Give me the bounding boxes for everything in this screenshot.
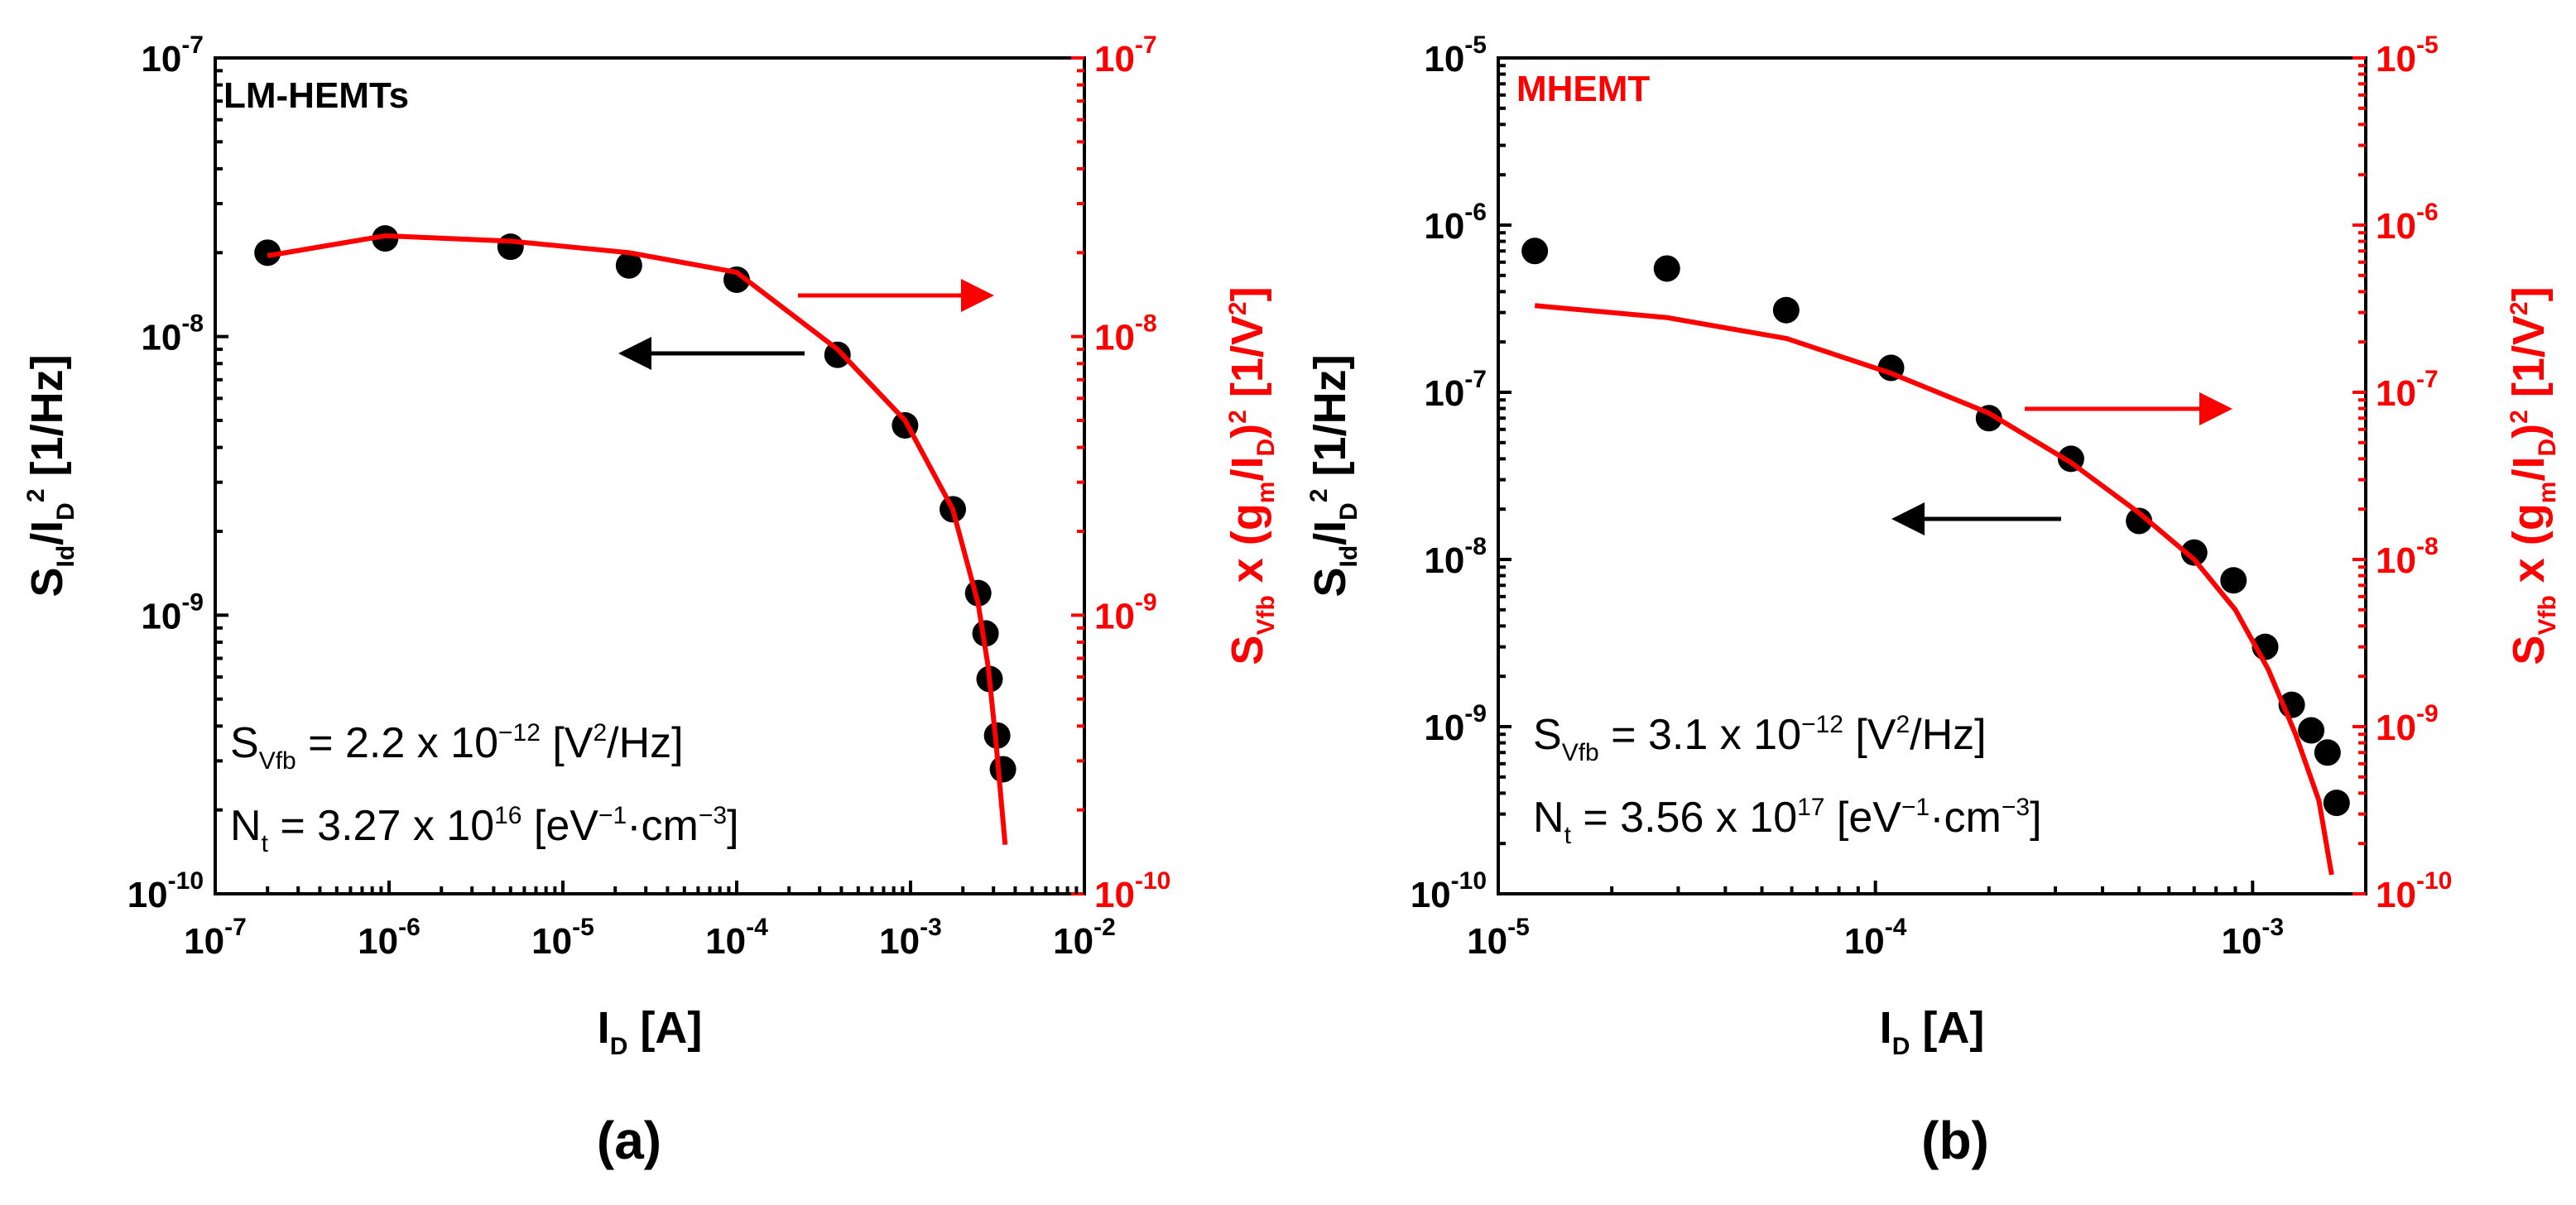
fit-line: [267, 233, 1008, 845]
y-axis-label-left: SId/ID2 [1/Hz]: [22, 354, 79, 597]
x-tick-label: 10-7: [184, 914, 247, 962]
plot-frame: [214, 56, 1086, 895]
plot-frame: [1497, 56, 2367, 895]
data-point: [2220, 567, 2247, 594]
x-tick-label: 10-3: [879, 914, 942, 962]
panel-caption: (b): [1921, 1111, 1989, 1170]
y-axis-label-right: SVfb x (gm/ID)2 [1/V2]: [1223, 286, 1280, 665]
x-tick-label: 10-4: [1844, 914, 1907, 962]
y-tick-label-right: 10-9: [1094, 588, 1157, 636]
y-tick-label-right: 10-10: [1094, 867, 1170, 915]
y-tick-label-left: 10-9: [1424, 700, 1487, 748]
nt-annotation: Nt = 3.56 x 1017 [eV−1·cm−3]: [1533, 794, 2042, 849]
panel-label: LM-HEMTs: [223, 75, 409, 116]
data-point: [989, 756, 1016, 783]
y-axis-label-left: SId/ID2 [1/Hz]: [1305, 354, 1362, 597]
x-tick-label: 10-2: [1053, 914, 1116, 962]
y-tick-label-right: 10-9: [2376, 700, 2439, 748]
data-point: [2323, 790, 2350, 817]
data-point: [824, 341, 851, 368]
data-point: [615, 252, 642, 279]
y-tick-label-right: 10-8: [1094, 310, 1157, 358]
y-tick-label-left: 10-9: [141, 588, 204, 636]
y-tick-label-left: 10-5: [1424, 31, 1487, 79]
y-tick-label-left: 10-10: [127, 867, 204, 915]
data-point: [1772, 296, 1800, 324]
panel-label: MHEMT: [1516, 69, 1650, 109]
y-tick-label-right: 10-7: [2376, 366, 2439, 414]
fit-line: [1534, 303, 2334, 876]
data-point: [254, 239, 281, 266]
y-tick-label-right: 10-5: [2376, 31, 2439, 79]
data-point: [2180, 539, 2208, 566]
data-point: [2314, 739, 2341, 766]
x-axis-label: ID [A]: [1880, 1003, 1985, 1060]
x-tick-label: 10-5: [531, 914, 594, 962]
y-tick-label-left: 10-6: [1424, 199, 1487, 247]
data-point: [2298, 717, 2325, 744]
y-tick-label-right: 10-6: [2376, 199, 2439, 247]
x-tick-label: 10-4: [705, 914, 768, 962]
data-point: [1521, 238, 1549, 265]
svfb-annotation: SVfb = 3.1 x 10−12 [V2/Hz]: [1533, 711, 1987, 766]
panel-b: 10-10 10-10 10-9 10-9 10-8 10-8 10-7 10-7 10-6 10…: [1305, 31, 2561, 1170]
data-point: [2126, 507, 2153, 535]
y-tick-label-left: 10-7: [1424, 366, 1487, 414]
y-tick-label-right: 10-7: [1094, 31, 1157, 79]
x-axis-label: ID [A]: [598, 1003, 703, 1060]
y-tick-label-right: 10-8: [2376, 533, 2439, 581]
data-point: [1653, 255, 1680, 282]
svfb-annotation: SVfb = 2.2 x 10−12 [V2/Hz]: [230, 719, 684, 775]
y-tick-label-left: 10-7: [141, 31, 204, 79]
panel-caption: (a): [597, 1111, 661, 1170]
x-tick-label: 10-5: [1467, 914, 1530, 962]
y-axis-label-right: SVfb x (gm/ID)2 [1/V2]: [2504, 286, 2561, 665]
x-tick-label: 10-6: [358, 914, 421, 962]
y-tick-label-left: 10-8: [141, 310, 204, 358]
y-tick-label-left: 10-10: [1411, 867, 1487, 915]
data-point: [497, 233, 524, 261]
data-point: [972, 620, 999, 647]
y-tick-label-left: 10-8: [1424, 533, 1487, 581]
data-point: [372, 225, 399, 252]
nt-annotation: Nt = 3.27 x 1016 [eV−1·cm−3]: [230, 802, 739, 857]
panel-a: 10-10 10-10 10-9 10-9 10-8 10-8 10-7 10-7 10-7 10…: [22, 31, 1280, 1170]
x-tick-label: 10-3: [2221, 914, 2284, 962]
y-tick-label-right: 10-10: [2376, 867, 2452, 915]
